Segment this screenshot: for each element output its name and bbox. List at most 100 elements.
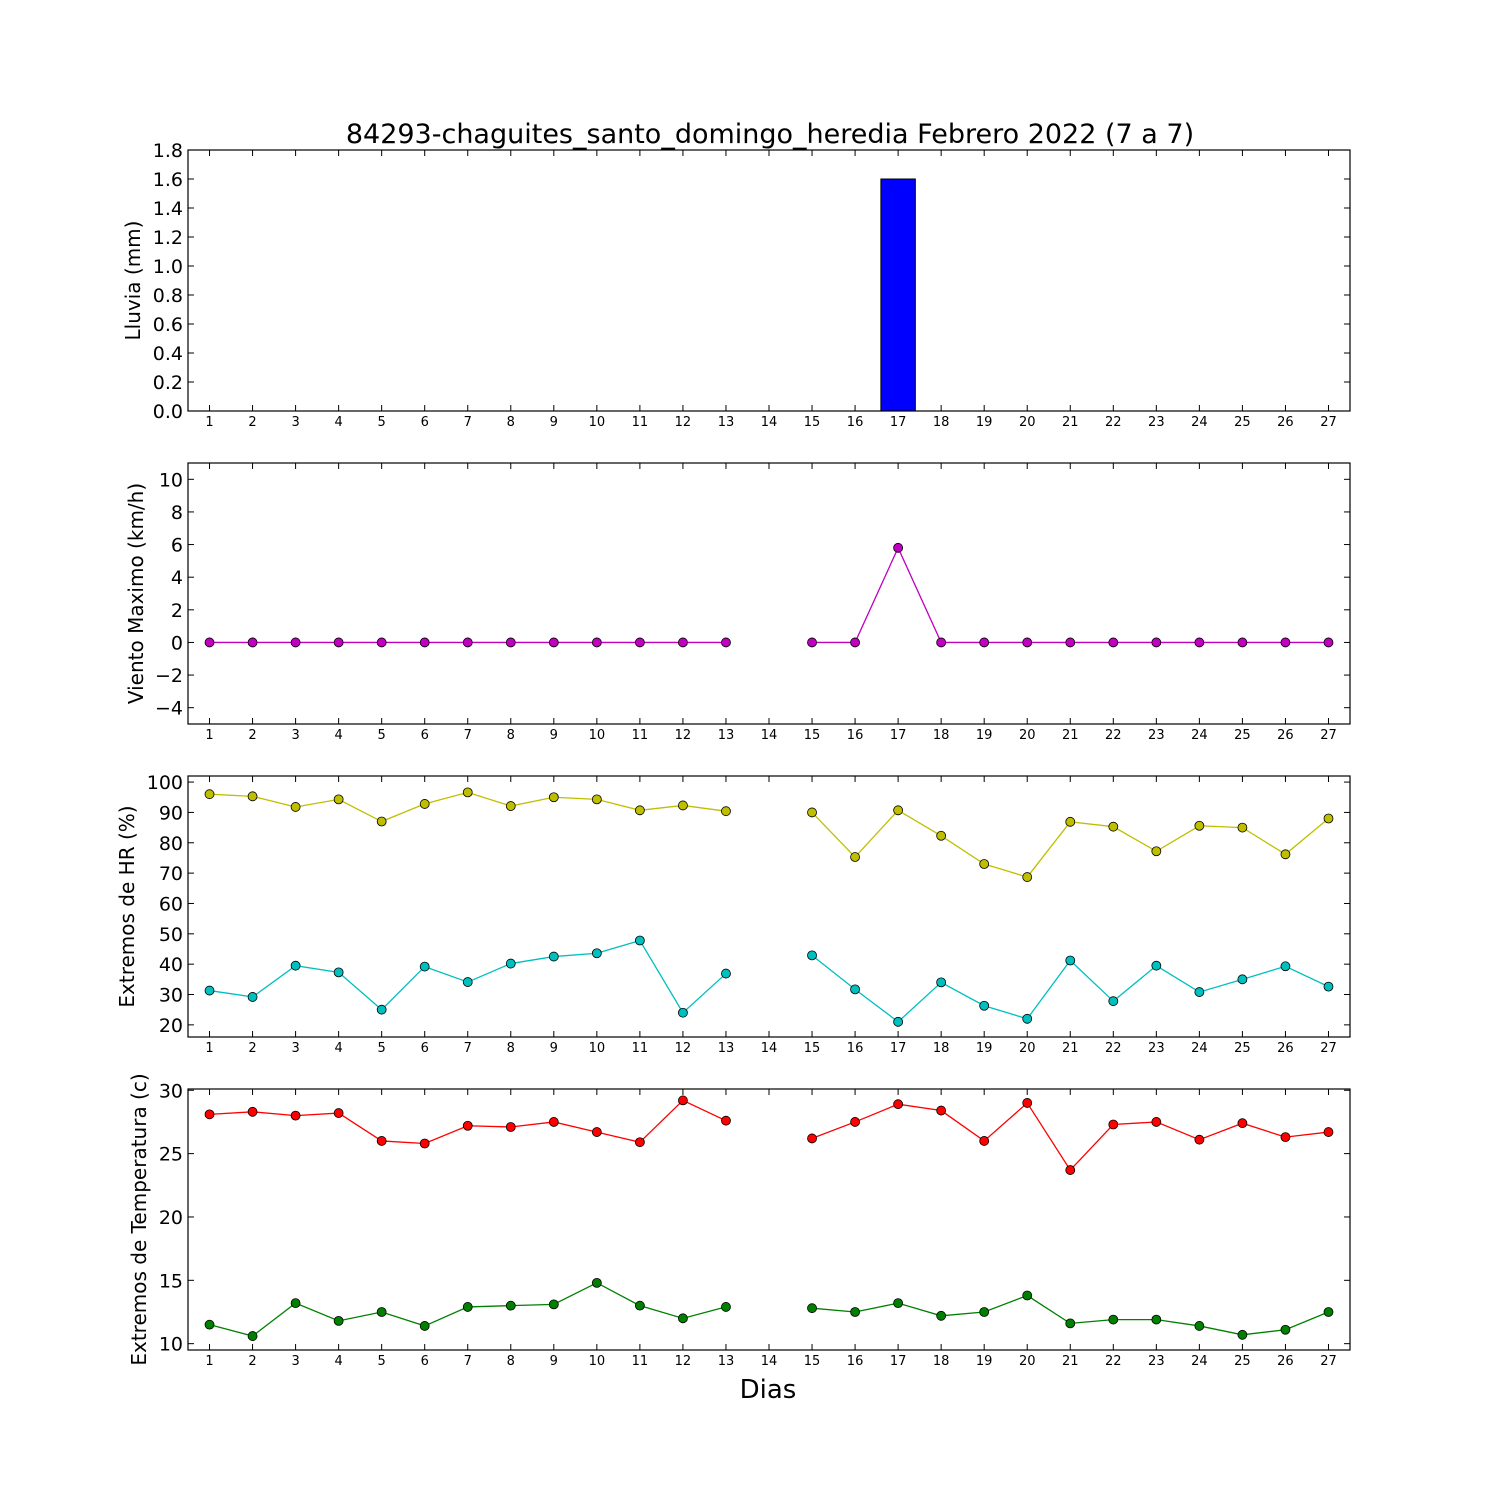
x-tick-label: 23 xyxy=(1148,415,1165,430)
data-point xyxy=(505,1122,516,1132)
x-tick-label: 27 xyxy=(1320,1354,1337,1369)
x-tick-label: 15 xyxy=(804,1041,821,1056)
data-point xyxy=(204,1319,215,1330)
data-point xyxy=(548,637,559,648)
data-point xyxy=(979,1000,990,1011)
x-tick-label: 18 xyxy=(933,415,950,430)
data-point xyxy=(979,1136,990,1146)
data-point xyxy=(462,1120,473,1131)
x-tick-label: 22 xyxy=(1105,728,1122,743)
x-tick-label: 10 xyxy=(589,728,606,743)
data-point xyxy=(936,637,947,648)
data-point xyxy=(893,542,904,553)
x-tick-label: 8 xyxy=(507,1354,515,1369)
data-point xyxy=(333,1315,344,1326)
data-point xyxy=(247,992,258,1002)
data-point xyxy=(979,859,990,869)
x-tick-label: 7 xyxy=(464,415,472,430)
data-point xyxy=(678,1313,688,1324)
data-point xyxy=(1194,1321,1205,1331)
data-point xyxy=(936,1105,947,1116)
x-tick-label: 20 xyxy=(1019,415,1036,430)
data-point xyxy=(333,794,344,805)
x-tick-label: 9 xyxy=(550,415,558,430)
data-point xyxy=(290,637,301,648)
x-tick-label: 16 xyxy=(847,415,864,430)
panels: 0.00.20.40.60.81.01.21.41.61.81 2 3 4 5 6 7 8 9 1… xyxy=(115,140,1351,1369)
x-tick-label: 15 xyxy=(804,1354,821,1369)
data-point xyxy=(1237,1118,1248,1129)
data-point xyxy=(376,637,387,648)
data-point xyxy=(290,960,301,971)
x-tick-label: 26 xyxy=(1277,415,1294,430)
series-1 xyxy=(880,178,916,412)
x-tick-label: 21 xyxy=(1062,415,1079,430)
data-point xyxy=(807,1133,817,1144)
series-1 xyxy=(204,787,1334,882)
data-point xyxy=(979,1307,990,1317)
x-tick-label: 25 xyxy=(1234,415,1251,430)
y-tick-label: 1.8 xyxy=(153,140,183,162)
data-point xyxy=(1108,996,1119,1007)
x-tick-label: 14 xyxy=(761,1041,778,1056)
data-point xyxy=(893,1298,904,1309)
data-point xyxy=(1151,846,1162,857)
data-point xyxy=(419,1321,430,1331)
x-tick-label: 18 xyxy=(933,728,950,743)
data-point xyxy=(807,807,817,818)
data-point xyxy=(850,637,860,648)
data-point xyxy=(505,1300,516,1311)
data-point xyxy=(936,1310,947,1321)
y-tick-label: 4 xyxy=(171,567,183,589)
y-axis-label: Extremos de Temperatura (c) xyxy=(127,1073,151,1365)
x-axis-label: Dias xyxy=(740,1375,797,1405)
series-2 xyxy=(204,1277,1334,1341)
x-tick-label: 17 xyxy=(890,728,907,743)
data-point xyxy=(1065,816,1076,827)
x-tick-label: 5 xyxy=(378,728,386,743)
data-point xyxy=(1151,1314,1162,1325)
data-point xyxy=(979,637,990,648)
x-tick-label: 10 xyxy=(589,415,606,430)
y-tick-label: 40 xyxy=(159,954,183,976)
x-tick-label: 23 xyxy=(1148,1041,1165,1056)
x-tick-label: 11 xyxy=(632,415,649,430)
data-point xyxy=(419,637,430,648)
data-point xyxy=(1108,1119,1119,1130)
y-tick-label: 1.0 xyxy=(153,256,183,278)
data-point xyxy=(634,1137,645,1148)
x-tick-label: 2 xyxy=(248,1354,256,1369)
data-point xyxy=(634,935,645,946)
x-tick-label: 15 xyxy=(804,415,821,430)
y-tick-label: 20 xyxy=(159,1207,183,1229)
data-point xyxy=(419,1138,430,1149)
data-point xyxy=(1280,1324,1291,1335)
data-point xyxy=(1022,1013,1033,1024)
x-tick-label: 16 xyxy=(847,1354,864,1369)
x-tick-label: 17 xyxy=(890,1354,907,1369)
data-point xyxy=(1323,1127,1334,1137)
data-point xyxy=(204,1109,215,1120)
y-tick-label: 0.4 xyxy=(153,343,183,365)
x-tick-label: 1 xyxy=(205,728,213,743)
data-point xyxy=(247,637,258,648)
x-tick-label: 5 xyxy=(378,1041,386,1056)
data-point xyxy=(936,977,947,988)
data-point xyxy=(462,787,473,798)
x-tick-label: 24 xyxy=(1191,1354,1208,1369)
data-point xyxy=(333,637,344,648)
data-point xyxy=(591,794,602,805)
y-tick-label: 10 xyxy=(159,469,183,491)
x-tick-label: 3 xyxy=(291,415,299,430)
data-point xyxy=(1237,974,1248,985)
data-point xyxy=(462,637,473,648)
x-tick-label: 24 xyxy=(1191,728,1208,743)
data-point xyxy=(376,816,387,827)
x-tick-label: 23 xyxy=(1148,728,1165,743)
data-point xyxy=(1065,1318,1076,1329)
panel-1: 0.00.20.40.60.81.01.21.41.61.81 2 3 4 5 6 7 8 9 1… xyxy=(121,140,1351,430)
x-tick-label: 27 xyxy=(1320,415,1337,430)
